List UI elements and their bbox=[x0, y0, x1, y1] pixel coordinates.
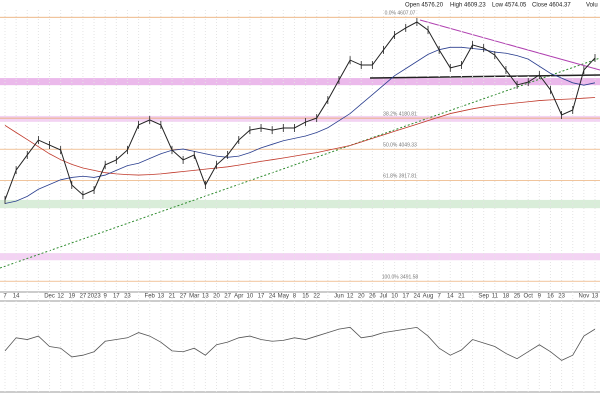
x-tick-label: 9 bbox=[538, 294, 542, 300]
x-tick-label: 14 bbox=[13, 294, 20, 300]
x-tick-label: 14 bbox=[447, 294, 454, 300]
price-zone bbox=[0, 115, 600, 122]
x-tick-label: 12 bbox=[57, 294, 64, 300]
x-tick-label: 17 bbox=[113, 294, 120, 300]
x-tick-label: 12 bbox=[347, 294, 354, 300]
x-tick-label: 13 bbox=[592, 294, 599, 300]
x-tick-label: 18 bbox=[503, 294, 510, 300]
x-tick-label: 27 bbox=[80, 294, 87, 300]
fib-label: 100.0% 3491.58 bbox=[382, 274, 419, 280]
x-tick-label: 21 bbox=[169, 294, 176, 300]
x-tick-label: 26 bbox=[369, 294, 376, 300]
x-tick-label: Apr bbox=[234, 294, 243, 300]
x-tick-label: 7 bbox=[3, 294, 7, 300]
x-tick-label: 13 bbox=[158, 294, 165, 300]
close: Close 4604.37 bbox=[532, 3, 571, 9]
x-tick-label: 27 bbox=[180, 294, 187, 300]
fib-label: 50.0% 4049.33 bbox=[383, 143, 417, 149]
x-tick-label: 10 bbox=[391, 294, 398, 300]
x-tick-label: Sep bbox=[478, 294, 489, 300]
x-tick-label: 23 bbox=[124, 294, 131, 300]
fib-label: 0.0% 4607.07 bbox=[385, 11, 416, 17]
x-tick-label: 24 bbox=[269, 294, 276, 300]
x-tick-label: 13 bbox=[202, 294, 209, 300]
trend-line bbox=[0, 57, 600, 269]
x-tick-label: 11 bbox=[492, 294, 499, 300]
fib-label: 38.2% 4180.81 bbox=[383, 111, 417, 117]
x-tick-label: Aug bbox=[423, 294, 434, 300]
fib-label: 61.8% 3917.81 bbox=[383, 174, 417, 180]
x-tick-label: 16 bbox=[547, 294, 554, 300]
x-tick-label: Nov bbox=[579, 294, 590, 300]
high: High 4609.23 bbox=[450, 3, 486, 9]
moving-average bbox=[4, 46, 596, 204]
x-tick-label: 17 bbox=[258, 294, 265, 300]
price-zone bbox=[0, 78, 600, 86]
x-tick-label: 9 bbox=[104, 294, 108, 300]
x-tick-label: 24 bbox=[414, 294, 421, 300]
x-tick-label: 19 bbox=[68, 294, 75, 300]
x-tick-label: Jul bbox=[380, 294, 388, 300]
x-tick-label: 20 bbox=[358, 294, 365, 300]
open: Open 4576.20 bbox=[405, 3, 444, 9]
x-tick-label: May bbox=[278, 294, 289, 300]
x-tick-label: 22 bbox=[313, 294, 320, 300]
x-tick-label: 25 bbox=[514, 294, 521, 300]
x-tick-label: Oct bbox=[524, 294, 534, 300]
x-tick-label: 7 bbox=[437, 294, 441, 300]
x-tick-label: 20 bbox=[213, 294, 220, 300]
x-tick-label: 15 bbox=[302, 294, 309, 300]
x-tick-label: 21 bbox=[458, 294, 465, 300]
volume: Volu bbox=[586, 3, 598, 9]
x-tick-label: 27 bbox=[224, 294, 231, 300]
price-zone bbox=[0, 199, 600, 209]
x-tick-label: 10 bbox=[247, 294, 254, 300]
x-tick-label: 17 bbox=[402, 294, 409, 300]
x-tick-label: Jun bbox=[334, 294, 344, 300]
moving-average bbox=[4, 97, 596, 176]
x-tick-label: Mar bbox=[189, 294, 199, 300]
neckline bbox=[369, 74, 600, 79]
x-tick-label: 23 bbox=[558, 294, 565, 300]
x-tick-label: Feb bbox=[145, 294, 156, 300]
header: Open 4576.20 High 4609.23 Low 4574.05 Cl… bbox=[405, 3, 598, 9]
low: Low 4574.05 bbox=[492, 3, 527, 9]
price-line bbox=[4, 21, 596, 201]
price-zone bbox=[0, 253, 600, 261]
rsi-line bbox=[4, 326, 596, 361]
x-tick-label: Dec bbox=[44, 294, 55, 300]
x-tick-label: 2023 bbox=[87, 294, 101, 300]
x-tick-label: 8 bbox=[293, 294, 297, 300]
